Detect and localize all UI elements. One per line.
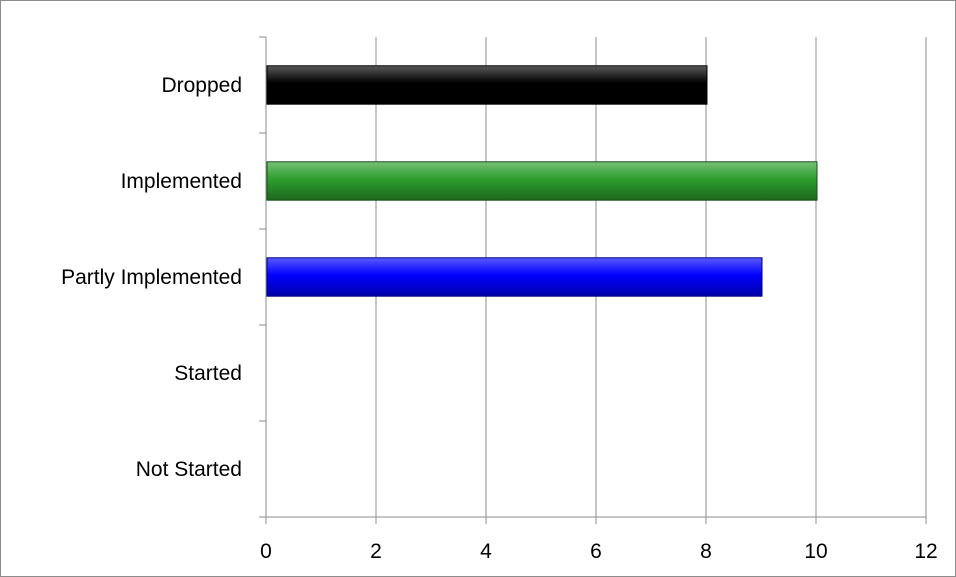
bars xyxy=(266,65,818,297)
y-tick-label: Implemented xyxy=(121,170,242,193)
x-tick-label: 10 xyxy=(804,540,827,563)
bar-implemented xyxy=(266,161,818,201)
bar-partly-implemented xyxy=(266,257,763,297)
x-tick-label: 4 xyxy=(480,540,492,563)
y-tick-label: Dropped xyxy=(161,74,242,97)
x-tick-label: 8 xyxy=(700,540,712,563)
axes xyxy=(259,36,927,524)
y-tick-label: Not Started xyxy=(136,458,242,481)
tick-labels: 0 2 4 6 8 10 12 Dropped Implemented Partly Implem… xyxy=(61,74,938,563)
x-tick-label: 2 xyxy=(370,540,382,563)
y-tick-label: Partly Implemented xyxy=(61,266,242,289)
gridlines xyxy=(375,37,927,517)
bar-dropped xyxy=(266,65,708,105)
y-tick-label: Started xyxy=(174,362,242,385)
x-tick-label: 0 xyxy=(260,540,272,563)
x-tick-label: 6 xyxy=(590,540,602,563)
x-tick-label: 12 xyxy=(914,540,937,563)
